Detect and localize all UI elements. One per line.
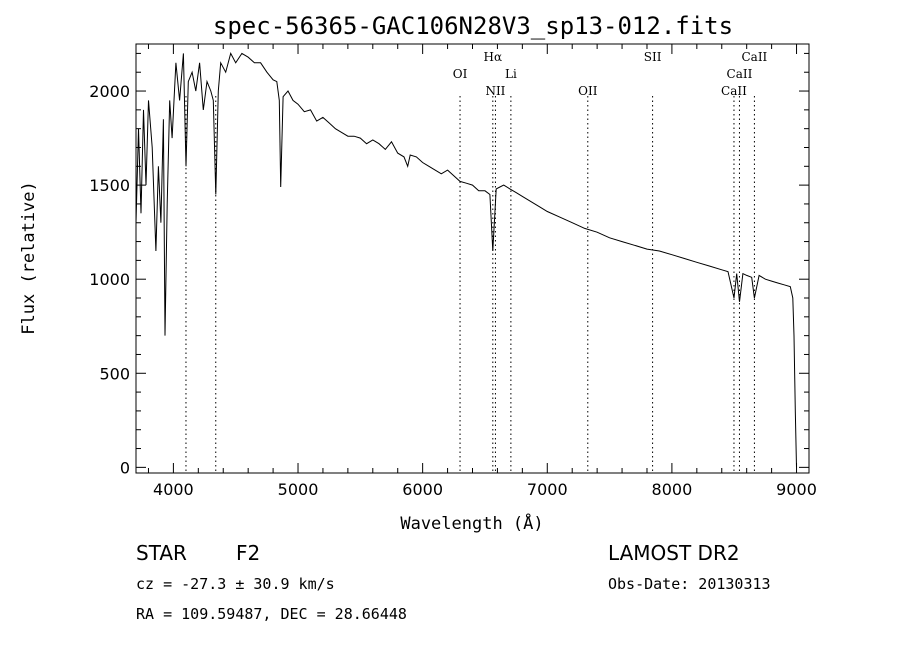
x-axis-label: Wavelength (Å) [400, 512, 543, 534]
survey-name: LAMOST DR2 [608, 541, 740, 565]
x-tick-label-3: 7000 [527, 480, 568, 499]
redshift-text: cz = -27.3 ± 30.9 km/s [136, 575, 335, 593]
spectrum-line [135, 52, 797, 468]
line-label-5: SII [644, 50, 662, 64]
object-class: STAR [136, 541, 187, 565]
line-label-3: Li [505, 67, 517, 81]
y-tick-label-0: 0 [120, 458, 130, 477]
spectrum-info: STAR F2 LAMOST DR2 cz = -27.3 ± 30.9 km/… [136, 541, 771, 623]
line-label-6: CaII [721, 84, 747, 98]
plot-frame [135, 43, 810, 474]
y-tick-label-1: 500 [99, 364, 130, 383]
line-label-2: NII [485, 84, 505, 98]
line-label-7: CaII [727, 67, 753, 81]
obs-date-text: Obs-Date: 20130313 [608, 575, 771, 593]
y-axis-label: Flux (relative) [19, 181, 39, 335]
line-label-0: OI [453, 67, 468, 81]
chart-title: spec-56365-GAC106N28V3_sp13-012.fits [213, 12, 733, 40]
x-axis: 4000 5000 6000 7000 8000 9000 [147, 44, 817, 499]
x-tick-label-4: 8000 [652, 480, 693, 499]
x-tick-label-0: 4000 [153, 480, 194, 499]
x-tick-label-2: 6000 [402, 480, 443, 499]
y-axis: 0 500 1000 1500 2000 [89, 52, 809, 477]
y-tick-label-2: 1000 [89, 270, 130, 289]
y-tick-label-3: 1500 [89, 176, 130, 195]
x-tick-label-5: 9000 [776, 480, 817, 499]
y-tick-label-4: 2000 [89, 82, 130, 101]
line-label-1: Hα [484, 50, 503, 64]
line-label-4: OII [578, 84, 598, 98]
coordinates-text: RA = 109.59487, DEC = 28.66448 [136, 605, 407, 623]
line-label-8: CaII [741, 50, 767, 64]
spectral-subclass: F2 [236, 541, 260, 565]
line-marker-group [185, 96, 755, 473]
x-tick-label-1: 5000 [278, 480, 319, 499]
